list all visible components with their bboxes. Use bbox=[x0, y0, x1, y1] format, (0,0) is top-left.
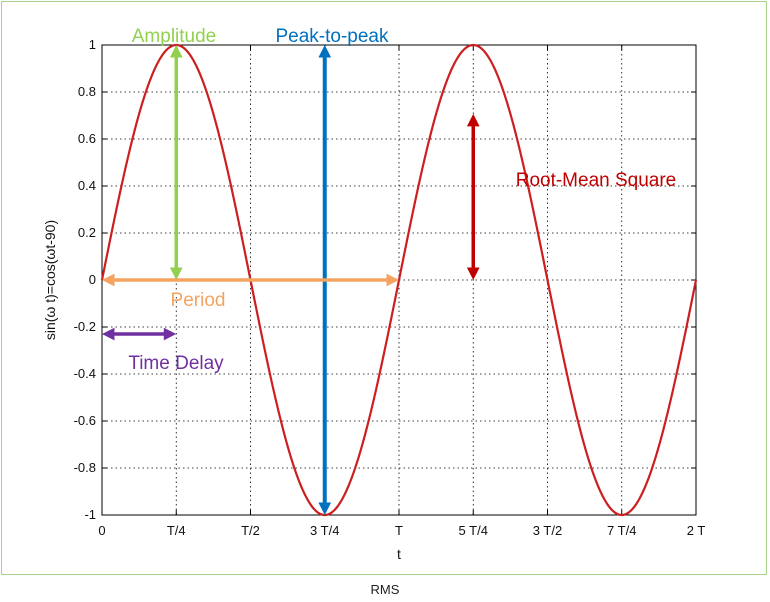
x-tick-label: 7 T/4 bbox=[607, 523, 636, 538]
arrow-head bbox=[318, 45, 332, 58]
figure-frame: -1 -0.8 -0.6 -0.4 -0.2 0 0.2 0.4 0.6 0.8 1 0 T/4 T/2… bbox=[1, 1, 767, 575]
y-tick-label: 0.8 bbox=[78, 84, 96, 99]
caption: RMS bbox=[370, 582, 400, 597]
annotation-label: Period bbox=[171, 290, 226, 311]
x-tick-label: T/4 bbox=[167, 523, 186, 538]
annotation-label: Root-Mean Square bbox=[516, 170, 677, 191]
x-tick-label: 3 T/2 bbox=[533, 523, 562, 538]
sine-chart: -1 -0.8 -0.6 -0.4 -0.2 0 0.2 0.4 0.6 0.8 1 0 T/4 T/2… bbox=[42, 26, 705, 562]
annotations: Amplitude Peak-to-peak Root-Mean Square Per… bbox=[102, 26, 676, 515]
y-tick-label: -0.8 bbox=[74, 460, 96, 475]
y-axis: -1 -0.8 -0.6 -0.4 -0.2 0 0.2 0.4 0.6 0.8 1 bbox=[74, 37, 696, 522]
y-tick-label: -0.6 bbox=[74, 413, 96, 428]
annotation-label: Time Delay bbox=[128, 353, 224, 374]
annotation-label: Peak-to-peak bbox=[275, 26, 389, 47]
y-tick-label: 0 bbox=[89, 272, 96, 287]
arrow-head bbox=[169, 267, 183, 280]
arrow-head bbox=[386, 273, 399, 287]
annotation-label: Amplitude bbox=[132, 26, 217, 47]
arrow-head bbox=[102, 273, 115, 287]
y-tick-label: -0.2 bbox=[74, 319, 96, 334]
x-tick-label: 0 bbox=[98, 523, 105, 538]
x-axis-label: t bbox=[397, 546, 401, 562]
x-tick-label: 5 T/4 bbox=[459, 523, 488, 538]
y-tick-label: -0.4 bbox=[74, 366, 96, 381]
x-axis: 0 T/4 T/2 3 T/4 T 5 T/4 3 T/2 7 T/4 2 T bbox=[98, 45, 705, 538]
x-tick-label: 3 T/4 bbox=[310, 523, 339, 538]
x-tick-label: 2 T bbox=[687, 523, 706, 538]
y-tick-label: 0.2 bbox=[78, 225, 96, 240]
y-axis-label: sin(ω t)=cos(ωt-90) bbox=[42, 220, 58, 340]
arrow-head bbox=[318, 502, 332, 515]
y-tick-label: 1 bbox=[89, 37, 96, 52]
y-tick-label: -1 bbox=[84, 507, 96, 522]
arrow-head bbox=[466, 267, 480, 280]
arrow-head bbox=[466, 113, 480, 127]
y-tick-label: 0.6 bbox=[78, 131, 96, 146]
x-tick-label: T bbox=[395, 523, 403, 538]
arrow-head bbox=[102, 327, 115, 341]
arrow-head bbox=[169, 45, 183, 58]
arrow-head bbox=[163, 327, 177, 341]
x-tick-label: T/2 bbox=[241, 523, 260, 538]
y-tick-label: 0.4 bbox=[78, 178, 96, 193]
